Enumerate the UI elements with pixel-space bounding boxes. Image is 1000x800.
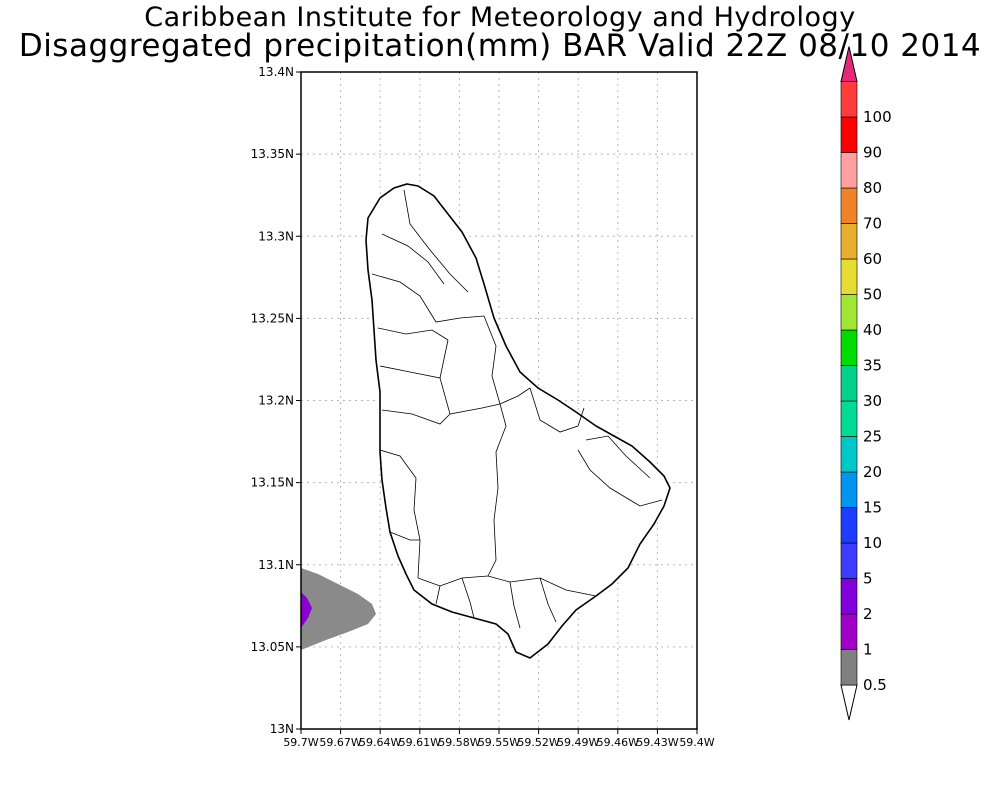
colorbar-segment: [840, 81, 858, 118]
colorbar-label: 25: [863, 428, 882, 446]
lon-tick-label: 59.61W: [399, 736, 441, 749]
lon-tick-label: 59.46W: [597, 736, 639, 749]
colorbar-segment: [840, 649, 858, 686]
title-line-1: Caribbean Institute for Meteorology and …: [144, 2, 856, 33]
lon-tick-label: 59.52W: [517, 736, 559, 749]
colorbar-label: 0.5: [863, 676, 887, 694]
lat-tick-label: 13.05N: [251, 640, 294, 654]
colorbar-segment: [840, 152, 858, 189]
lon-tick-label: 59.43W: [636, 736, 678, 749]
colorbar-segment: [840, 365, 858, 402]
colorbar-label: 60: [863, 250, 882, 268]
colorbar-segment: [840, 507, 858, 544]
lon-tick-label: 59.64W: [359, 736, 401, 749]
lon-tick-label: 59.58W: [438, 736, 480, 749]
colorbar-segment: [840, 116, 858, 153]
lat-tick-label: 13N: [270, 722, 294, 736]
colorbar-segment: [840, 187, 858, 224]
precip-area-gray: [301, 568, 376, 650]
colorbar-top-triangle: [840, 46, 858, 82]
colorbar-label: 30: [863, 392, 882, 410]
latitude-axis: 13N 13.05N 13.1N 13.15N 13.2N 13.25N 13.3N 13.3…: [251, 65, 301, 736]
title-line-2: Disaggregated precipitation(mm) BAR Vali…: [18, 28, 982, 64]
colorbar-segment: [840, 436, 858, 473]
lon-tick-label: 59.4W: [679, 736, 714, 749]
lat-tick-label: 13.25N: [251, 311, 294, 325]
colorbar-segment: [840, 294, 858, 331]
colorbar-label: 15: [863, 499, 882, 517]
lat-tick-label: 13.4N: [258, 65, 294, 79]
watershed-boundaries: [371, 189, 663, 629]
colorbar-segment: [840, 329, 858, 366]
colorbar-label: 40: [863, 321, 882, 339]
colorbar-bottom-triangle: [840, 684, 858, 721]
lat-tick-label: 13.35N: [251, 147, 294, 161]
lat-tick-label: 13.1N: [258, 558, 294, 572]
longitude-axis: 59.7W 59.67W59.64W59.61W59.58W59.55W59.52…: [283, 729, 715, 749]
colorbar-segment: [840, 542, 858, 579]
precip-area-purple: [301, 592, 312, 628]
colorbar-segment: [840, 471, 858, 508]
lon-tick-label: 59.49W: [557, 736, 599, 749]
colorbar-label: 35: [863, 357, 882, 375]
colorbar-label: 50: [863, 286, 882, 304]
colorbar-segment: [840, 613, 858, 650]
colorbar-label: 100: [863, 108, 892, 126]
lat-tick-label: 13.2N: [258, 394, 294, 408]
colorbar-label: 80: [863, 179, 882, 197]
colorbar-label: 70: [863, 215, 882, 233]
colorbar-segment: [840, 578, 858, 615]
colorbar-segment: [840, 223, 858, 260]
lat-tick-label: 13.15N: [251, 476, 294, 490]
colorbar-segment: [840, 258, 858, 295]
lon-tick-label: 59.67W: [319, 736, 361, 749]
colorbar-label: 90: [863, 144, 882, 162]
colorbar-label: 20: [863, 463, 882, 481]
lon-tick-label: 59.7W: [283, 736, 318, 749]
colorbar-label: 1: [863, 641, 873, 659]
lat-tick-label: 13.3N: [258, 229, 294, 243]
colorbar-label: 5: [863, 570, 873, 588]
colorbar-label: 2: [863, 605, 873, 623]
colorbar-segment: [840, 400, 858, 437]
colorbar-label: 10: [863, 534, 882, 552]
lon-tick-label: 59.55W: [478, 736, 520, 749]
barbados-coastline: [365, 183, 671, 659]
